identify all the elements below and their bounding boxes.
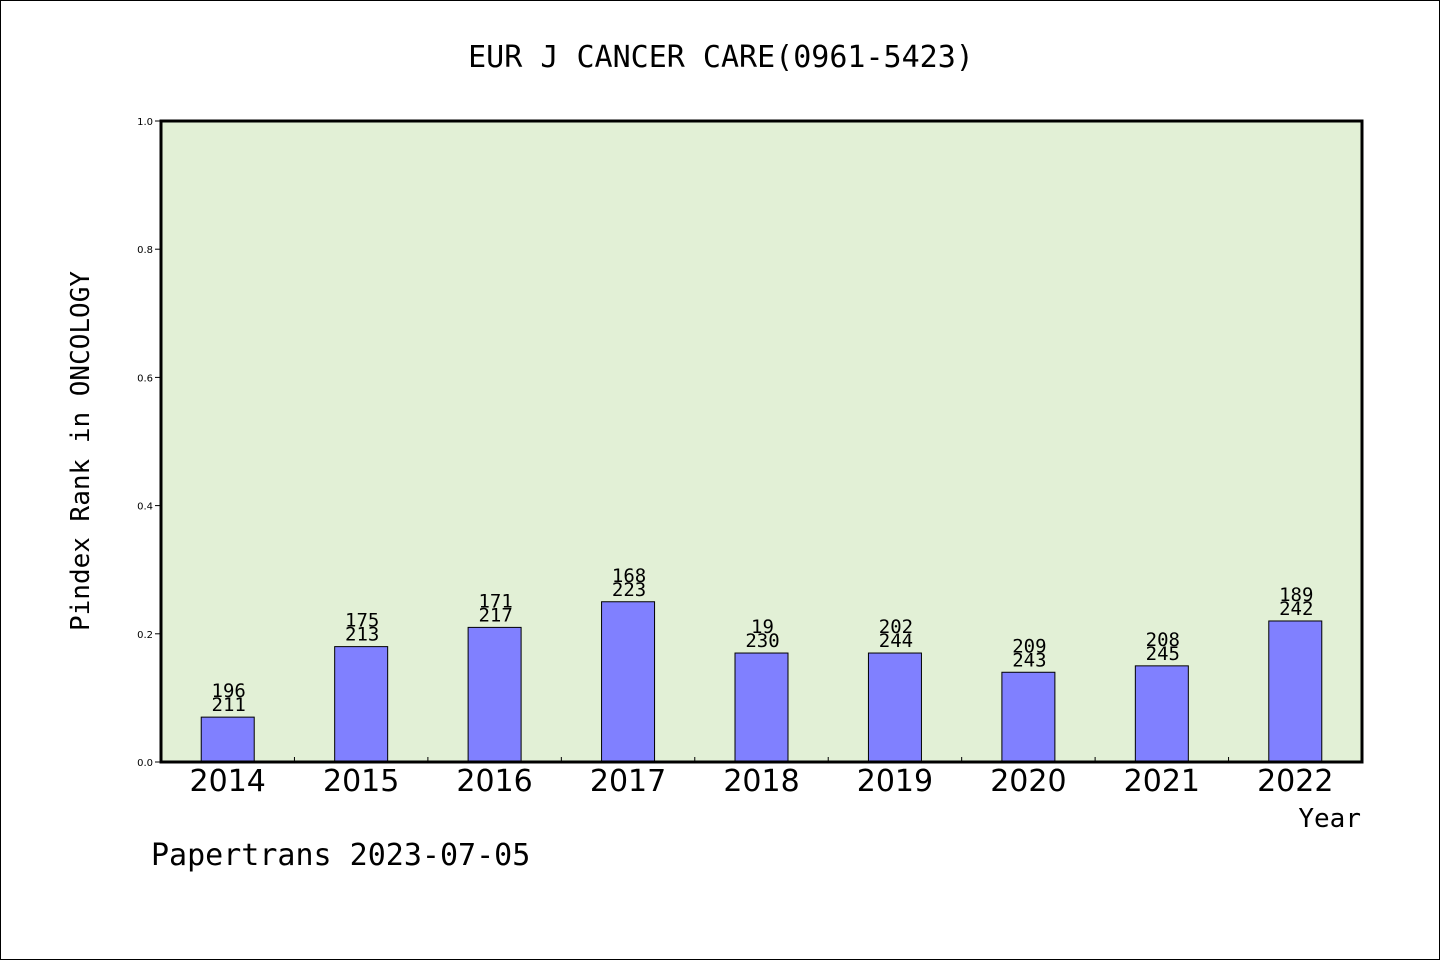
bar-label-top: 202 (879, 616, 913, 638)
bar-label-bottom: 245 (1146, 643, 1180, 665)
x-axis-label: Year (1298, 804, 1361, 834)
bar (1134, 665, 1189, 763)
bar-label-top: 171 (478, 590, 512, 612)
y-tick-label: 0.4 (137, 502, 153, 513)
y-tick-label: 0.2 (137, 630, 153, 641)
bar-label-bottom: 223 (612, 579, 646, 601)
bar (867, 652, 922, 763)
bar-label-bottom: 242 (1279, 598, 1313, 620)
bar-label-top: 175 (345, 610, 379, 632)
bar (1001, 671, 1056, 763)
y-tick-label: 0.0 (137, 758, 153, 769)
bar (601, 601, 656, 763)
y-axis-label: Pindex Rank in ONCOLOGY (66, 271, 96, 631)
plot-frame (159, 119, 1364, 764)
bar-label-top: 196 (212, 680, 246, 702)
bar-label-bottom: 243 (1012, 649, 1046, 671)
x-tick-label: 2020 (990, 764, 1066, 799)
bar-label-top: 208 (1146, 629, 1180, 651)
x-tick-label: 2022 (1257, 764, 1333, 799)
chart-title: EUR J CANCER CARE(0961-5423) (468, 40, 974, 75)
x-tick-label: 2016 (456, 764, 532, 799)
x-axis-tick-labels: 2014 2015 2016 2017 2018 2019 2020 2021 2022 (190, 764, 1334, 799)
x-tick-label: 2015 (323, 764, 399, 799)
bar-label-bottom: 211 (212, 694, 246, 716)
y-axis-ticks: 0.0 0.2 0.4 0.6 0.8 1.0 (137, 117, 161, 769)
y-tick-label: 0.8 (137, 245, 153, 256)
x-tick-label: 2014 (190, 764, 266, 799)
y-tick-label: 1.0 (137, 117, 153, 128)
bar-label-bottom: 217 (478, 604, 512, 626)
bar-label-top: 19 (751, 616, 774, 638)
x-tick-label: 2018 (723, 764, 799, 799)
bar (200, 716, 255, 763)
footer-credit: Papertrans 2023-07-05 (151, 838, 530, 873)
bar (1268, 620, 1323, 763)
bar-label-bottom: 244 (879, 630, 913, 652)
bar (334, 646, 389, 763)
x-tick-label: 2021 (1124, 764, 1200, 799)
y-tick-label: 0.6 (137, 373, 153, 384)
bar-label-top: 209 (1012, 635, 1046, 657)
x-tick-label: 2019 (857, 764, 933, 799)
bar-label-bottom: 230 (745, 630, 779, 652)
bar-series (200, 601, 1323, 763)
bar (467, 626, 522, 763)
x-tick-label: 2017 (590, 764, 666, 799)
bar-label-bottom: 213 (345, 624, 379, 646)
bar-label-top: 189 (1279, 584, 1313, 606)
bar-label-top: 168 (612, 565, 646, 587)
bar (734, 652, 789, 763)
